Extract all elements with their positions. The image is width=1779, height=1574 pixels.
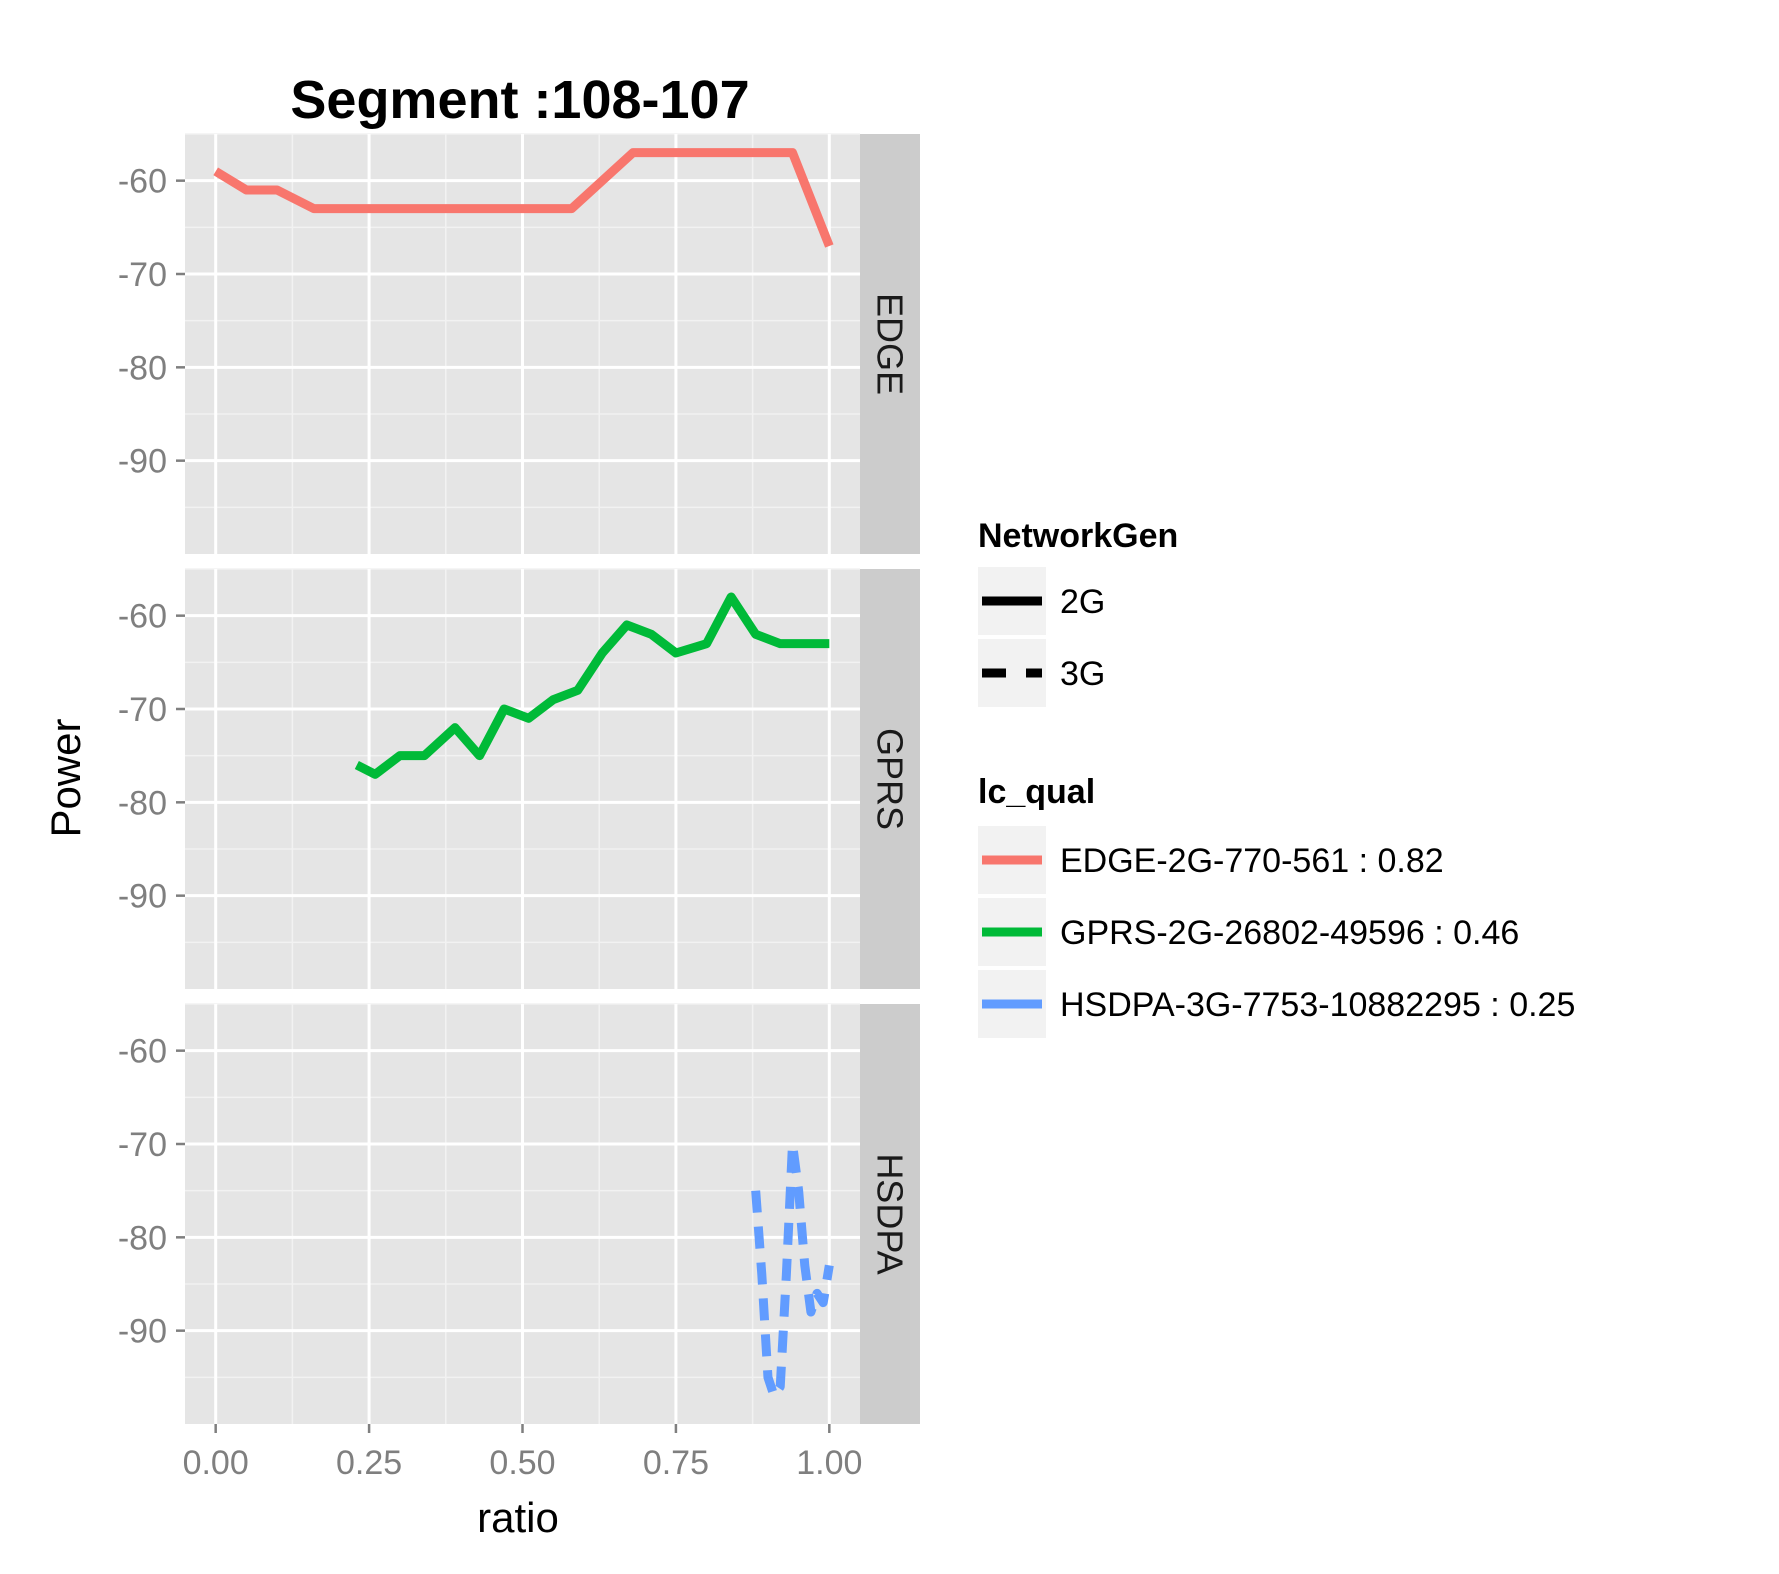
- y-tick-label: -70: [118, 1126, 167, 1164]
- y-tick-label: -90: [118, 878, 167, 916]
- strip-label-edge: EDGE: [870, 293, 911, 395]
- series-line-hsdpa: [751, 1139, 834, 1401]
- y-tick-label: -60: [118, 163, 167, 201]
- x-tick-label: 0.75: [643, 1444, 709, 1482]
- strip-label-gprs: GPRS: [870, 728, 911, 830]
- y-tick-label: -80: [118, 784, 167, 822]
- y-tick-label: -70: [118, 256, 167, 294]
- legend-title-lc-qual: lc_qual: [978, 773, 1095, 811]
- y-tick-label: -80: [118, 349, 167, 387]
- x-tick-label: 0.00: [183, 1444, 249, 1482]
- legend-title-networkgen: NetworkGen: [978, 517, 1178, 555]
- x-tick-label: 0.25: [336, 1444, 402, 1482]
- strip-background-edge: [860, 134, 920, 554]
- legend-label-2g: 2G: [1060, 583, 1105, 621]
- legend-label-series: GPRS-2G-26802-49596 : 0.46: [1060, 914, 1519, 952]
- x-axis-label: ratio: [477, 1494, 559, 1541]
- x-tick-label: 0.50: [489, 1444, 555, 1482]
- legend: NetworkGen lc_qual 2G 3G EDGE-2G-770-561 …: [978, 517, 1575, 1038]
- legend-networkgen-entries: 2G 3G: [978, 567, 1105, 707]
- x-tick-label: 1.00: [796, 1444, 862, 1482]
- strip-label-hsdpa: HSDPA: [870, 1153, 911, 1274]
- y-tick-label: -60: [118, 1033, 167, 1071]
- y-tick-label: -90: [118, 1313, 167, 1351]
- chart-title: Segment :108-107: [290, 70, 749, 130]
- x-axis: 0.00 0.25 0.50 0.75 1.00: [183, 1424, 862, 1482]
- series-line-edge: [213, 148, 834, 248]
- strip-background-gprs: [860, 569, 920, 989]
- y-tick-label: -60: [118, 598, 167, 636]
- strip-background-hsdpa: [860, 1004, 920, 1424]
- series-line-gprs: [354, 592, 830, 779]
- y-tick-label: -90: [118, 443, 167, 481]
- facet-panels: -60 -70 -80 -90 -60 -70 -80 -90 -60 -70 -80 -90: [118, 133, 860, 1424]
- facet-strips: EDGE GPRS HSDPA: [860, 134, 920, 1424]
- legend-label-3g: 3G: [1060, 655, 1105, 693]
- legend-label-series: EDGE-2G-770-561 : 0.82: [1060, 842, 1444, 880]
- y-axis-label: Power: [42, 718, 89, 837]
- legend-label-series: HSDPA-3G-7753-10882295 : 0.25: [1060, 986, 1575, 1024]
- y-tick-label: -80: [118, 1219, 167, 1257]
- y-tick-label: -70: [118, 691, 167, 729]
- legend-lc-qual-entries: EDGE-2G-770-561 : 0.82 GPRS-2G-26802-4959…: [978, 826, 1575, 1038]
